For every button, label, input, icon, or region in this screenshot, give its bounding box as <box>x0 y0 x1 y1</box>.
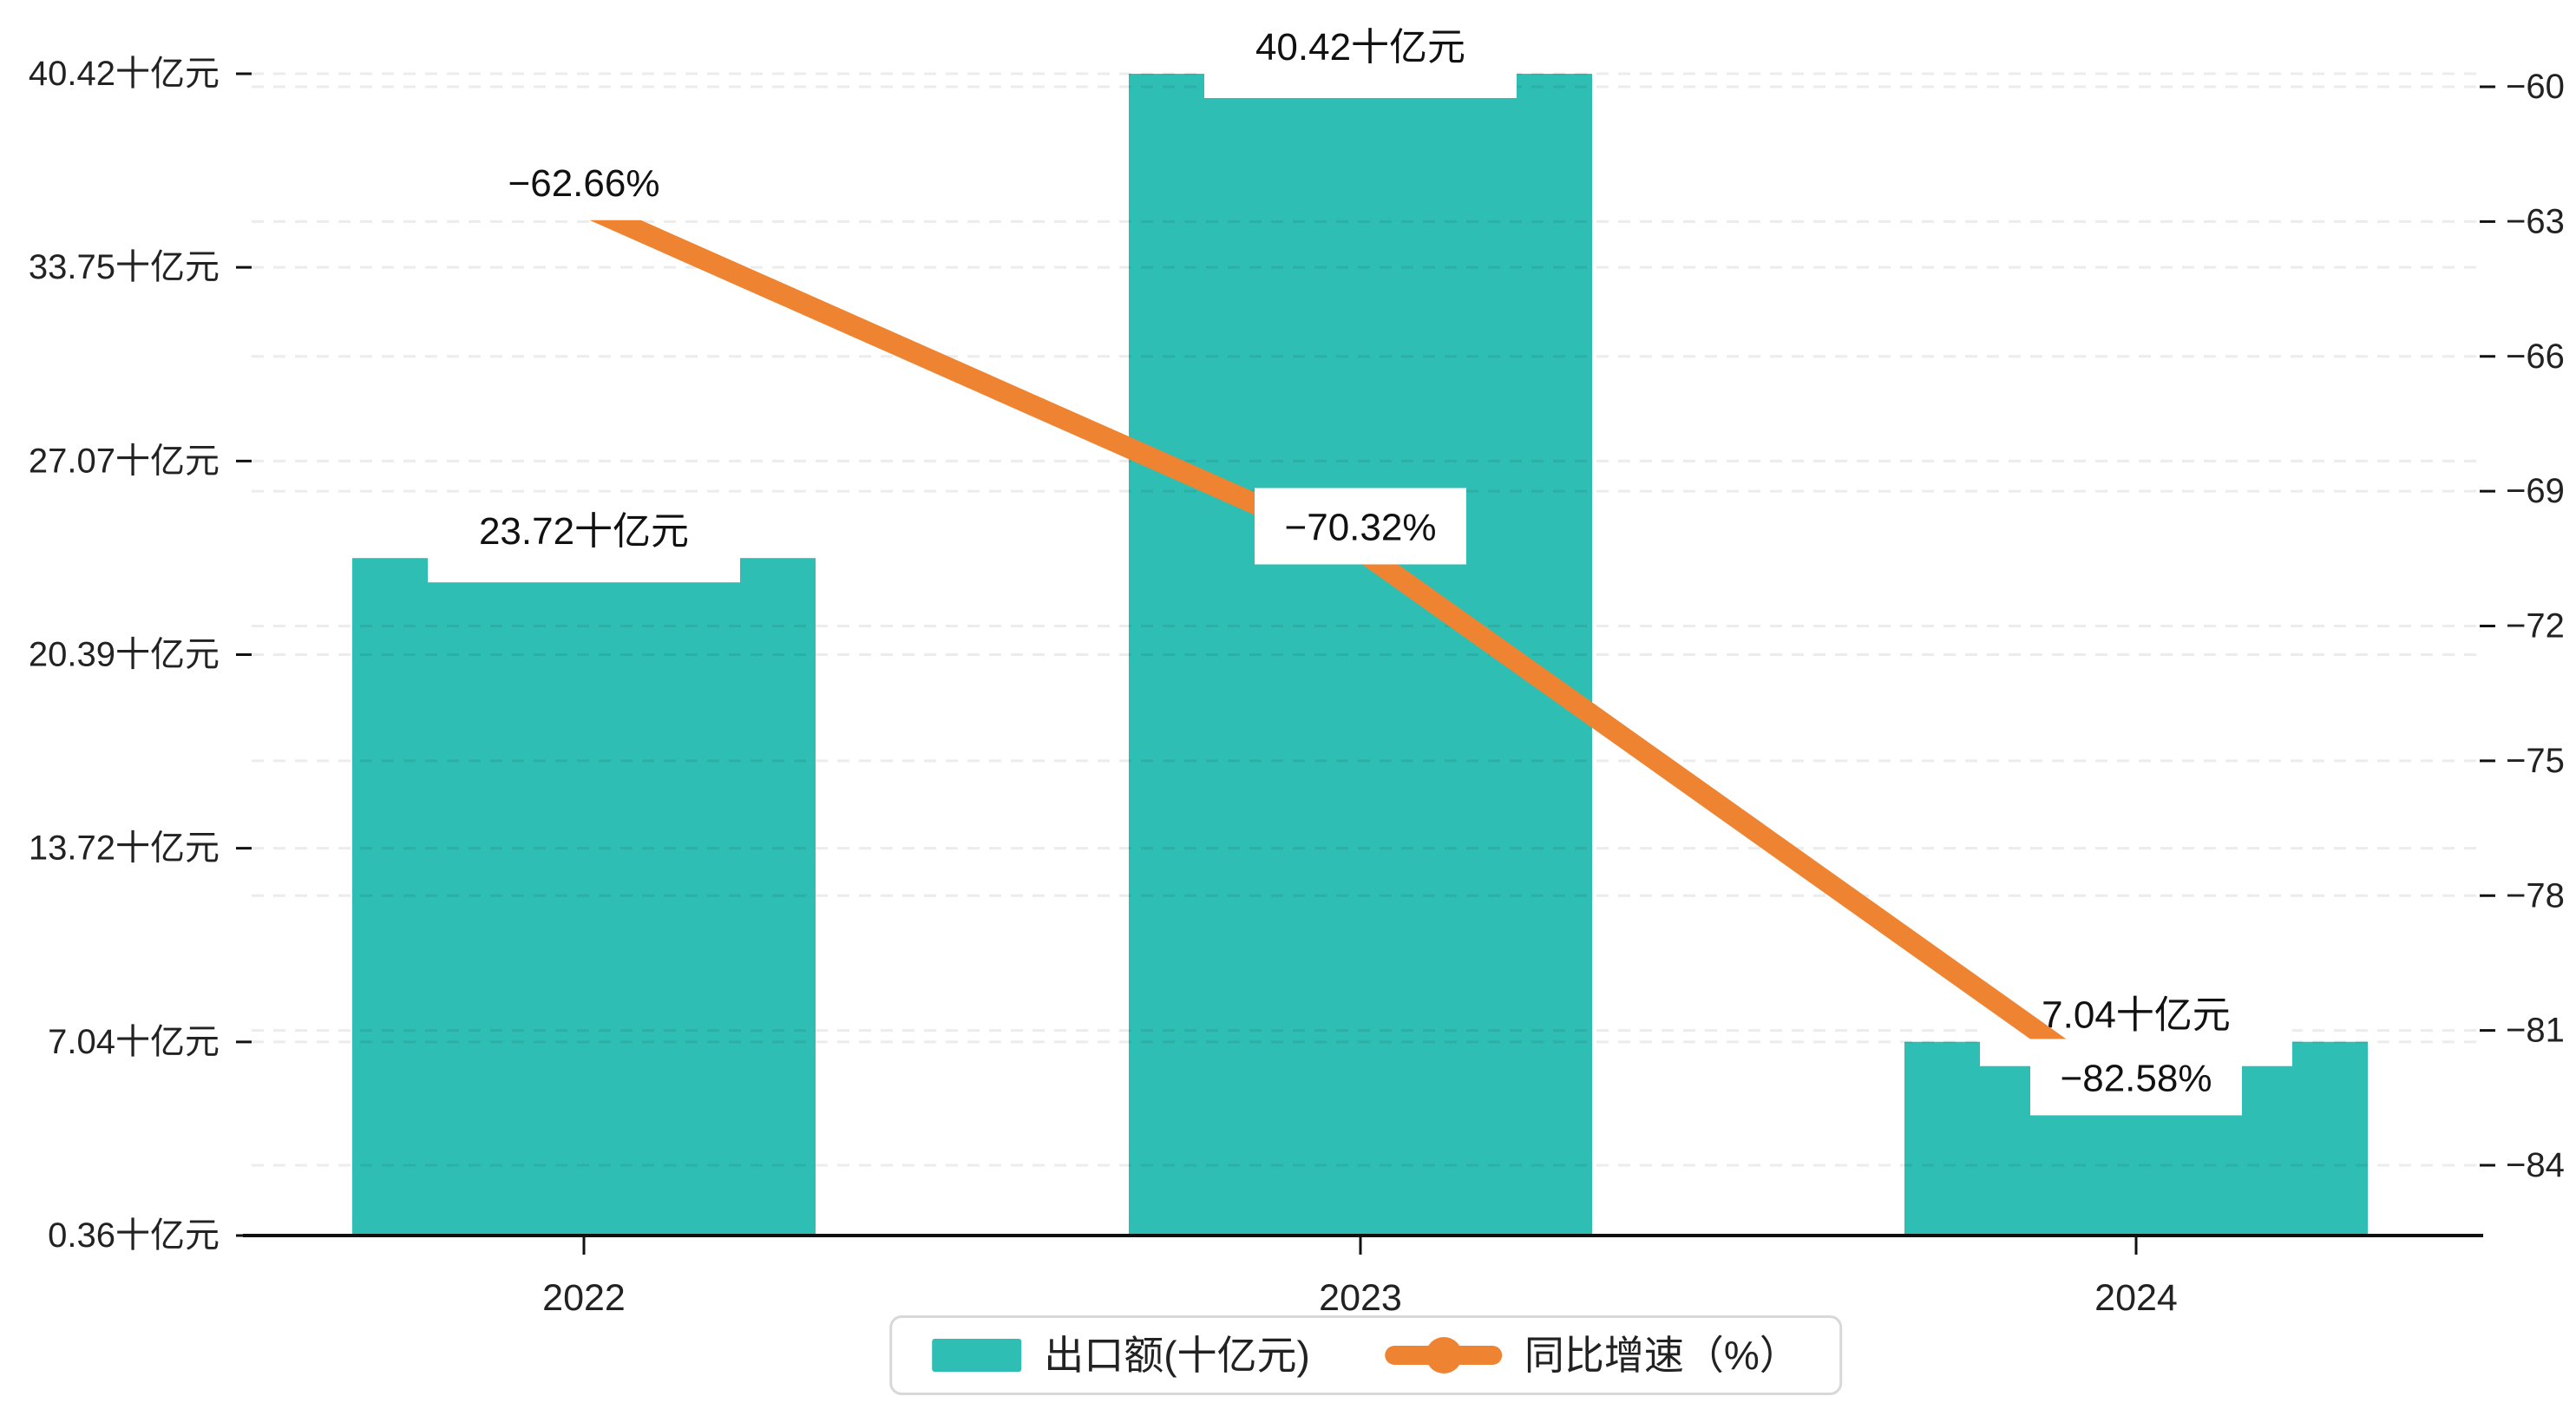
right-axis-tick-label: −84 <box>2506 1146 2565 1184</box>
line-label-bg <box>2030 1039 2242 1116</box>
legend-item-export-bar[interactable]: 出口额(十亿元) <box>932 1335 1310 1375</box>
legend: 出口额(十亿元) 同比增速（%） <box>889 1315 1842 1395</box>
right-axis-tick-label: −75 <box>2506 742 2565 780</box>
bar-value-label: 40.42十亿元 <box>1255 26 1465 69</box>
bar-value-label: 7.04十亿元 <box>2042 994 2231 1037</box>
right-axis-tick-label: −60 <box>2506 68 2565 106</box>
line-label-bg <box>478 143 690 220</box>
bar-2022[interactable] <box>352 558 816 1236</box>
bar-label-bg <box>1204 16 1517 98</box>
line-value-label: −70.32% <box>1285 506 1437 548</box>
left-axis-tick-label: 7.04十亿元 <box>48 1023 220 1061</box>
left-axis-tick-label: 33.75十亿元 <box>29 248 220 286</box>
line-swatch-dot-icon <box>1425 1337 1462 1373</box>
left-axis-tick-label: 0.36十亿元 <box>48 1216 220 1255</box>
legend-label-export: 出口额(十亿元) <box>1044 1333 1310 1378</box>
right-axis-tick-label: −69 <box>2506 472 2565 510</box>
line-value-label: −82.58% <box>2061 1057 2212 1099</box>
legend-label-growth: 同比增速（%） <box>1524 1333 1799 1378</box>
left-axis-tick-label: 13.72十亿元 <box>29 829 220 868</box>
line-value-label: −62.66% <box>508 162 660 205</box>
right-axis-tick-label: −63 <box>2506 202 2565 240</box>
line-label-bg <box>1255 488 1466 565</box>
right-axis-tick-label: −78 <box>2506 876 2565 914</box>
bar-series-swatch-icon <box>932 1339 1022 1372</box>
legend-item-growth-line[interactable]: 同比增速（%） <box>1384 1333 1799 1378</box>
left-axis-tick-label: 27.07十亿元 <box>29 442 220 480</box>
line-series-swatch-icon <box>1384 1336 1502 1374</box>
right-axis-tick-label: −72 <box>2506 607 2565 646</box>
x-axis-tick-label-2024: 2024 <box>2094 1277 2178 1319</box>
left-axis-tick-label: 20.39十亿元 <box>29 636 220 674</box>
bar-label-bg <box>428 501 740 583</box>
right-axis-tick-label: −66 <box>2506 338 2565 376</box>
left-axis-tick-label: 40.42十亿元 <box>29 55 220 93</box>
right-axis-tick-label: −81 <box>2506 1012 2565 1050</box>
bar-value-label: 23.72十亿元 <box>479 510 689 553</box>
x-axis-tick-label-2023: 2023 <box>1319 1277 1402 1319</box>
x-axis-tick-label-2022: 2022 <box>542 1277 626 1319</box>
